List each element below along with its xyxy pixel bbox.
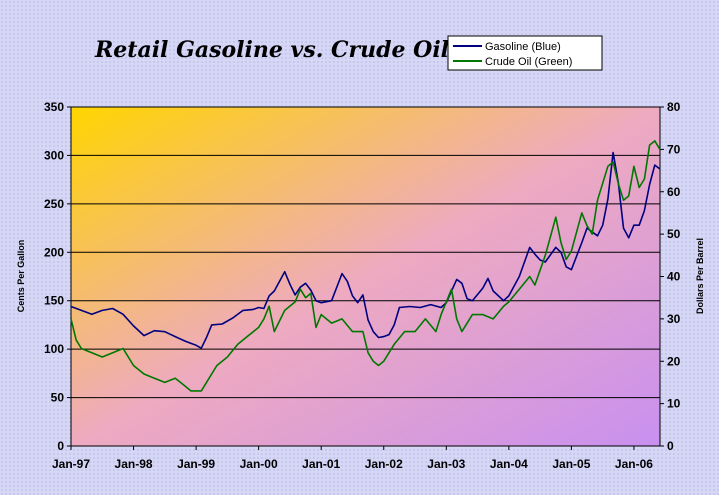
y-tick-label: 250 [44,197,64,211]
y2-tick-label: 10 [667,397,681,411]
x-tick-label: Jan-04 [490,457,528,471]
series-lines [70,140,661,392]
y-axis-title: Cents Per Gallon [16,240,26,313]
x-tick-label: Jan-98 [115,457,153,471]
y2-tick-label: 30 [667,312,681,326]
y2-tick-label: 20 [667,354,681,368]
x-tick-label: Jan-06 [615,457,653,471]
y-tick-label: 300 [44,148,64,162]
y2-tick-label: 40 [667,270,681,284]
y-axis-left: 0 50 100 150 200 250 300 350 [44,100,71,453]
y-tick-label: 0 [57,439,64,453]
chart-title: Retail Gasoline vs. Crude Oil [94,37,449,63]
y-axis-right: 0 10 20 30 40 50 60 70 80 [660,100,681,453]
x-tick-label: Jan-02 [365,457,403,471]
legend-box [447,35,603,71]
x-tick-label: Jan-97 [52,457,90,471]
x-axis: Jan-97 Jan-98 Jan-99 Jan-00 Jan-01 Jan-02 Jan-… [52,446,653,471]
y2-tick-label: 70 [667,142,681,156]
legend: Gasoline (Blue) Crude Oil (Green) [447,35,603,71]
y-tick-label: 150 [44,294,64,308]
plot-area [70,106,661,447]
x-tick-label: Jan-05 [552,457,590,471]
x-tick-label: Jan-01 [302,457,340,471]
legend-label-gasoline: Gasoline (Blue) [485,41,561,53]
x-tick-label: Jan-00 [240,457,278,471]
series-line-gasoline [70,151,661,349]
y-tick-label: 50 [51,391,65,405]
y2-tick-label: 50 [667,227,681,241]
y-tick-label: 100 [44,342,64,356]
gridlines [71,154,660,399]
y2-tick-label: 80 [667,100,681,114]
x-tick-label: Jan-99 [177,457,215,471]
y2-tick-label: 0 [667,439,674,453]
series-line-crude-oil [70,140,661,392]
x-tick-label: Jan-03 [427,457,465,471]
y2-tick-label: 60 [667,185,681,199]
y2-axis-title: Dollars Per Barrel [695,238,705,314]
y-tick-label: 350 [44,100,64,114]
y-tick-label: 200 [44,245,64,259]
legend-label-crude: Crude Oil (Green) [485,56,572,68]
